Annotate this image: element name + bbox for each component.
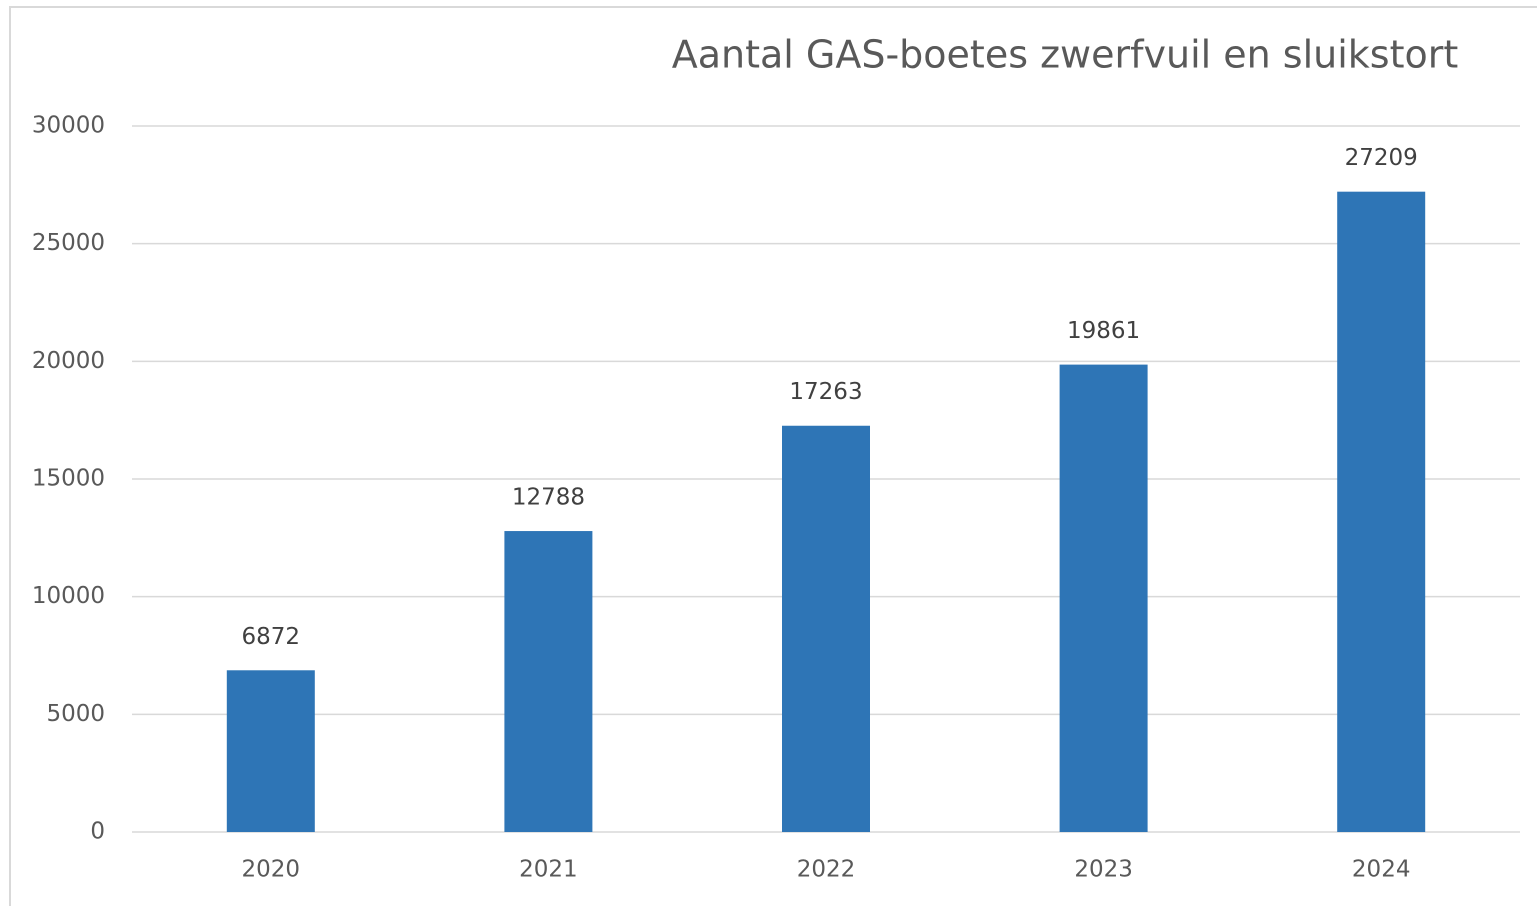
x-tick-label: 2023 bbox=[1074, 857, 1133, 883]
data-label: 19861 bbox=[1067, 318, 1140, 344]
bar bbox=[782, 425, 870, 832]
data-label: 17263 bbox=[789, 379, 862, 405]
y-tick-label: 20000 bbox=[32, 348, 105, 374]
x-tick-label: 2022 bbox=[797, 857, 856, 883]
x-tick-label: 2020 bbox=[242, 857, 301, 883]
y-tick-label: 30000 bbox=[32, 113, 105, 139]
bar bbox=[1059, 364, 1148, 832]
bar bbox=[504, 531, 593, 832]
data-label: 27209 bbox=[1345, 145, 1418, 171]
data-label: 6872 bbox=[242, 624, 301, 650]
chart-title: Aantal GAS-boetes zwerfvuil en sluikstor… bbox=[672, 33, 1459, 77]
x-tick-label: 2021 bbox=[519, 857, 578, 883]
y-tick-label: 25000 bbox=[32, 230, 105, 256]
y-tick-label: 15000 bbox=[32, 466, 105, 492]
x-tick-label: 2024 bbox=[1352, 857, 1411, 883]
y-tick-label: 5000 bbox=[46, 701, 105, 727]
bar bbox=[226, 670, 315, 832]
bar bbox=[1337, 191, 1426, 833]
data-label: 12788 bbox=[512, 485, 585, 511]
y-tick-label: 0 bbox=[90, 819, 105, 845]
y-tick-label: 10000 bbox=[32, 583, 105, 609]
